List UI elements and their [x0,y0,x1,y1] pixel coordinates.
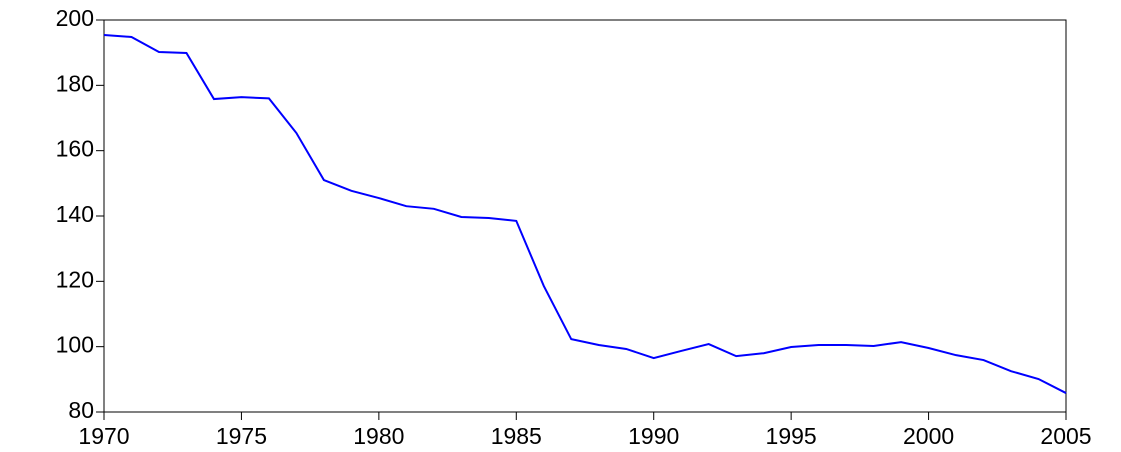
x-tick-label: 1975 [216,423,267,449]
y-tick-label: 140 [56,201,94,227]
plot-frame [103,19,1067,413]
x-tick-label: 1990 [628,423,679,449]
x-tick-label: 2000 [903,423,954,449]
y-tick-label: 180 [56,70,94,96]
x-tick-label: 1995 [766,423,817,449]
x-tick-label: 1985 [491,423,542,449]
y-tick-label: 100 [56,332,94,358]
y-tick-label: 200 [56,5,94,31]
x-tick-label: 1980 [353,423,404,449]
x-tick-label: 1970 [78,423,129,449]
data-line [103,34,1067,394]
y-tick-label: 160 [56,136,94,162]
y-tick-label: 80 [68,397,94,423]
y-tick-label: 120 [56,266,94,292]
x-tick-label: 2005 [1040,423,1091,449]
